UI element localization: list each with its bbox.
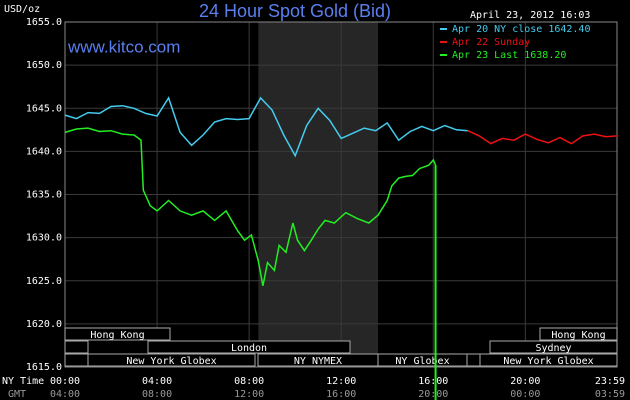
session-box (87, 353, 256, 367)
date-label: April 23, 2012 16:03 (470, 10, 590, 21)
x2-tick-label: 04:00 (50, 389, 80, 400)
x-axis-label: NY Time (2, 376, 44, 387)
session-box (147, 340, 351, 354)
session-label: NY NYMEX (294, 356, 342, 367)
y-tick-label: 1615.0 (26, 362, 62, 373)
session-label: Hong Kong (551, 330, 605, 341)
y-axis-label: USD/oz (4, 4, 40, 15)
session-box (64, 340, 89, 354)
session-box (466, 353, 481, 367)
x-tick-label: 16:00 (418, 376, 448, 387)
y-tick-label: 1640.0 (26, 146, 62, 157)
legend-label: Apr 23 Last 1638.20 (452, 50, 566, 61)
y-tick-label: 1620.0 (26, 319, 62, 330)
x2-tick-label: 20:00 (418, 389, 448, 400)
series-line (467, 130, 618, 145)
x-tick-label: 12:00 (326, 376, 356, 387)
series-line (64, 96, 468, 158)
chart-title: 24 Hour Spot Gold (Bid) (199, 1, 391, 21)
session-box (64, 327, 171, 341)
session-label: Sydney (535, 343, 571, 354)
x2-tick-label: 03:59 (595, 389, 625, 400)
x-tick-label: 20:00 (510, 376, 540, 387)
x-tick-label: 08:00 (234, 376, 264, 387)
session-label: NY Globex (395, 356, 449, 367)
session-label: London (231, 343, 267, 354)
session-label: New York Globex (126, 356, 216, 367)
session-label: New York Globex (503, 356, 593, 367)
site-label: www.kitco.com (67, 37, 180, 56)
session-box (64, 353, 89, 367)
legend-label: Apr 20 NY close 1642.40 (452, 24, 590, 35)
session-box (489, 340, 618, 354)
session-box (479, 353, 618, 367)
session-box (539, 327, 618, 341)
y-tick-label: 1635.0 (26, 190, 62, 201)
x-tick-label: 00:00 (50, 376, 80, 387)
y-tick-label: 1645.0 (26, 103, 62, 114)
plot-frame (64, 21, 618, 368)
y-tick-label: 1625.0 (26, 276, 62, 287)
legend-label: Apr 22 Sunday (452, 37, 530, 48)
session-label: Hong Kong (90, 330, 144, 341)
session-box (377, 353, 468, 367)
series-line (64, 127, 437, 287)
y-tick-label: 1655.0 (26, 17, 62, 28)
x2-axis-label: GMT (8, 389, 26, 400)
x2-tick-label: 08:00 (142, 389, 172, 400)
x2-tick-label: 12:00 (234, 389, 264, 400)
x-tick-label: 23:59 (595, 376, 625, 387)
y-tick-label: 1650.0 (26, 60, 62, 71)
x2-tick-label: 00:00 (510, 389, 540, 400)
y-tick-label: 1630.0 (26, 233, 62, 244)
x-tick-label: 04:00 (142, 376, 172, 387)
x2-tick-label: 16:00 (326, 389, 356, 400)
